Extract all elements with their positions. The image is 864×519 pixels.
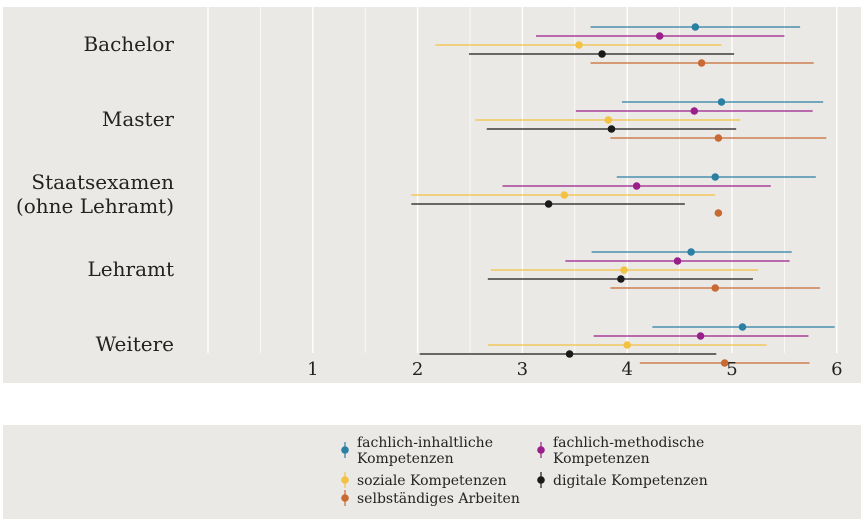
legend-label: digitale Kompetenzen (553, 473, 708, 489)
mean-point (696, 332, 705, 340)
legend-key-point (341, 476, 349, 484)
mean-point (711, 173, 720, 181)
legend-label: soziale Kompetenzen (357, 473, 507, 489)
legend-key-point (341, 494, 349, 502)
grid (207, 7, 838, 353)
x-tick-label: 3 (517, 359, 528, 380)
category-label: (ohne Lehramt) (16, 194, 174, 218)
series-marks (411, 23, 835, 367)
mean-point (560, 191, 569, 199)
mean-point (711, 284, 720, 292)
mean-point (687, 248, 695, 256)
legend-key-point (537, 476, 545, 484)
mean-point (632, 182, 641, 190)
legend-label: fachlich-methodische (553, 435, 704, 451)
legend-box (3, 425, 861, 519)
legend-label: selbständiges Arbeiten (357, 491, 520, 507)
x-tick-label: 1 (307, 359, 318, 380)
x-axis-ticks: 1 2 3 4 5 6 (307, 359, 842, 380)
category-labels: Bachelor Master Staatsexamen(ohne Lehramt)… (16, 32, 175, 356)
legend-label: fachlich-inhaltliche (357, 435, 493, 451)
mean-point (690, 107, 699, 115)
category-label: Lehramt (88, 257, 174, 281)
mean-point (655, 32, 664, 40)
mean-point (691, 23, 700, 31)
mean-point (714, 209, 723, 217)
mean-point (717, 98, 726, 106)
category-label: Weitere (96, 332, 174, 356)
category-label: Bachelor (83, 32, 174, 56)
x-tick-label: 2 (412, 359, 423, 380)
legend-label: Kompetenzen (553, 451, 650, 467)
category-label: Master (102, 107, 175, 131)
mean-point (697, 59, 706, 67)
mean-point (565, 350, 574, 358)
x-tick-label: 5 (726, 359, 737, 380)
mean-point (617, 275, 625, 283)
category-label: Staatsexamen (31, 170, 174, 194)
mean-point (620, 266, 628, 274)
mean-point (598, 50, 606, 58)
mean-point (623, 341, 631, 349)
mean-point (607, 125, 616, 133)
legend-label: Kompetenzen (357, 451, 454, 467)
x-tick-label: 4 (621, 359, 632, 380)
mean-point (738, 323, 747, 331)
mean-point (604, 116, 613, 124)
legend-key-point (537, 446, 545, 454)
mean-point (673, 257, 682, 265)
legend-key-point (341, 446, 349, 454)
x-tick-label: 6 (831, 359, 842, 380)
mean-point (575, 41, 583, 49)
mean-point (714, 134, 723, 142)
legend: fachlich-inhaltlicheKompetenzenfachlich-… (3, 425, 861, 519)
mean-point (720, 359, 729, 367)
mean-point (544, 200, 553, 208)
